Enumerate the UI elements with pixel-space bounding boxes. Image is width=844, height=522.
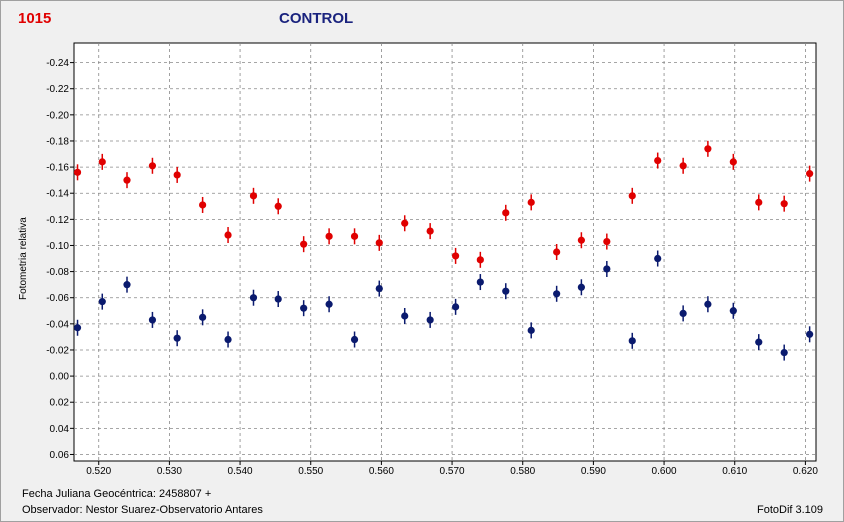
data-point [300, 304, 308, 312]
data-point [249, 294, 258, 302]
y-tick-label: 0.02 [50, 398, 70, 409]
data-point [679, 162, 687, 170]
y-tick-label: -0.16 [46, 163, 69, 174]
plot-area [73, 42, 817, 462]
y-tick-label: -0.06 [46, 293, 69, 304]
data-point [274, 202, 282, 210]
data-point [780, 200, 788, 208]
y-tick-label: -0.08 [46, 267, 69, 278]
data-point [123, 281, 131, 289]
data-point [577, 283, 585, 291]
y-tick-label: 0.00 [50, 372, 70, 383]
data-point [628, 192, 636, 200]
data-point [98, 158, 106, 166]
x-tick-label: 0.520 [86, 466, 111, 477]
y-tick-label: -0.04 [46, 319, 69, 330]
x-tick-label: 0.580 [510, 466, 535, 477]
data-point [325, 300, 333, 308]
data-point [452, 252, 460, 260]
data-point [173, 171, 181, 179]
x-tick-label: 0.550 [298, 466, 323, 477]
data-point [325, 232, 333, 240]
y-tick-label: 0.06 [50, 450, 70, 461]
software-version: FotoDif 3.109 [757, 504, 824, 516]
data-point [199, 313, 207, 321]
observer-label: Observador: Nestor Suarez-Observatorio A… [22, 504, 263, 516]
data-point [401, 219, 409, 227]
y-tick-label: -0.14 [46, 189, 69, 200]
data-point [654, 254, 662, 263]
data-point [98, 298, 106, 306]
data-point [553, 248, 561, 256]
data-point [300, 240, 308, 248]
y-tick-label: -0.12 [46, 215, 69, 226]
x-tick-label: 0.530 [157, 466, 182, 477]
data-point [628, 337, 636, 345]
data-point [148, 162, 157, 170]
data-point [224, 231, 232, 239]
data-point [375, 239, 383, 247]
data-point [704, 300, 712, 308]
data-point [654, 156, 662, 165]
data-point [274, 295, 282, 303]
data-point [199, 201, 207, 209]
data-point [452, 303, 460, 311]
data-point [249, 192, 258, 200]
x-tick-label: 0.590 [581, 466, 606, 477]
data-point [729, 307, 737, 315]
data-point [806, 170, 814, 178]
data-point [780, 348, 788, 357]
data-point [603, 237, 611, 246]
data-point [148, 316, 157, 324]
data-point [527, 326, 535, 334]
y-tick-label: -0.20 [46, 110, 69, 121]
chart-title: CONTROL [279, 10, 354, 27]
data-point [350, 232, 359, 240]
y-axis-label: Fotometria relativa [18, 217, 29, 300]
data-point [502, 287, 510, 295]
y-tick-label: -0.24 [46, 58, 69, 69]
data-point [806, 330, 814, 338]
data-point [426, 316, 434, 324]
y-tick-label: -0.22 [46, 84, 69, 95]
star-id-label: 1015 [18, 10, 52, 27]
data-point [401, 312, 409, 320]
data-point [73, 168, 82, 176]
data-point [123, 176, 131, 184]
x-tick-label: 0.610 [722, 466, 747, 477]
data-point [704, 145, 712, 153]
data-point [73, 324, 82, 332]
data-point [577, 236, 585, 244]
data-point [527, 198, 535, 206]
y-tick-label: -0.10 [46, 241, 69, 252]
data-point [679, 309, 687, 317]
data-point [426, 227, 434, 235]
data-point [553, 290, 561, 298]
data-point [476, 278, 484, 286]
data-point [476, 256, 484, 264]
data-point [755, 338, 763, 346]
x-axis-label: Fecha Juliana Geocéntrica: 2458807 + [22, 488, 212, 500]
y-tick-label: -0.18 [46, 136, 69, 147]
x-tick-label: 0.540 [228, 466, 253, 477]
data-point [502, 209, 510, 217]
data-point [224, 335, 232, 344]
data-point [173, 334, 181, 342]
data-point [375, 284, 383, 293]
x-tick-label: 0.570 [440, 466, 465, 477]
x-tick-label: 0.620 [793, 466, 818, 477]
data-point [350, 335, 359, 344]
data-point [729, 158, 737, 166]
x-tick-label: 0.560 [369, 466, 394, 477]
y-tick-label: -0.02 [46, 345, 69, 356]
x-tick-label: 0.600 [652, 466, 677, 477]
data-point [603, 265, 611, 273]
y-tick-label: 0.04 [50, 424, 70, 435]
data-point [755, 198, 763, 206]
